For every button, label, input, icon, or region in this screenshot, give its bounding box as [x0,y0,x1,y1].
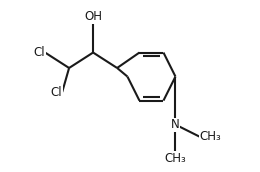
Text: Cl: Cl [34,46,45,59]
Text: N: N [171,118,180,131]
Text: OH: OH [84,10,102,23]
Text: Cl: Cl [51,85,62,99]
Text: CH₃: CH₃ [199,130,221,143]
Text: CH₃: CH₃ [165,152,186,165]
